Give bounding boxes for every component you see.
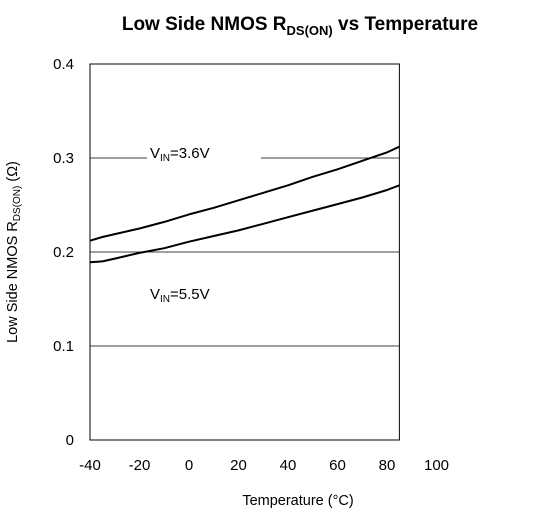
- x-tick-label: 20: [230, 457, 247, 474]
- y-axis-label-subscript: DS(ON): [12, 186, 23, 222]
- x-tick-label: 40: [280, 457, 297, 474]
- series-label-background: [147, 142, 261, 166]
- series-label-text: VIN=5.5V: [150, 286, 210, 305]
- chart-title-suffix: vs Temperature: [333, 14, 478, 35]
- series-label-1: VIN=5.5V: [150, 286, 210, 305]
- x-tick-label: 0: [185, 457, 193, 474]
- x-tick-label: 100: [424, 457, 449, 474]
- x-axis-label: Temperature (°C): [242, 493, 353, 509]
- series-lines: [89, 145, 400, 264]
- y-tick-label: 0: [66, 432, 74, 449]
- series-line-1: [89, 184, 400, 264]
- y-axis-ticks: 0 0.1 0.2 0.3 0.4: [53, 56, 74, 449]
- series-line-0: [89, 145, 400, 242]
- y-axis-label: Low Side NMOS RDS(ON) (Ω): [5, 161, 23, 343]
- series-label-0: VIN=3.6V: [147, 142, 261, 166]
- chart-title-prefix: Low Side NMOS R: [122, 14, 287, 35]
- x-tick-label: 60: [329, 457, 346, 474]
- y-tick-label: 0.3: [53, 150, 74, 167]
- chart-title-subscript: DS(ON): [287, 23, 333, 38]
- grid: [90, 157, 400, 347]
- series-label-text: VIN=3.6V: [150, 145, 210, 164]
- y-tick-label: 0.2: [53, 244, 74, 261]
- x-tick-label: 80: [379, 457, 396, 474]
- series-labels: VIN=3.6V VIN=5.5V: [147, 142, 261, 305]
- plot-frame: [89, 63, 400, 441]
- x-tick-label: -20: [129, 457, 151, 474]
- y-tick-label: 0.4: [53, 56, 74, 73]
- x-axis-ticks: -40 -20 0 20 40 60 80 100: [79, 457, 449, 474]
- y-tick-label: 0.1: [53, 338, 74, 355]
- y-axis-label-prefix: Low Side NMOS R: [5, 221, 21, 343]
- x-tick-label: -40: [79, 457, 101, 474]
- chart-title: Low Side NMOS RDS(ON) vs Temperature: [122, 14, 478, 38]
- y-axis-label-suffix: (Ω): [5, 161, 21, 186]
